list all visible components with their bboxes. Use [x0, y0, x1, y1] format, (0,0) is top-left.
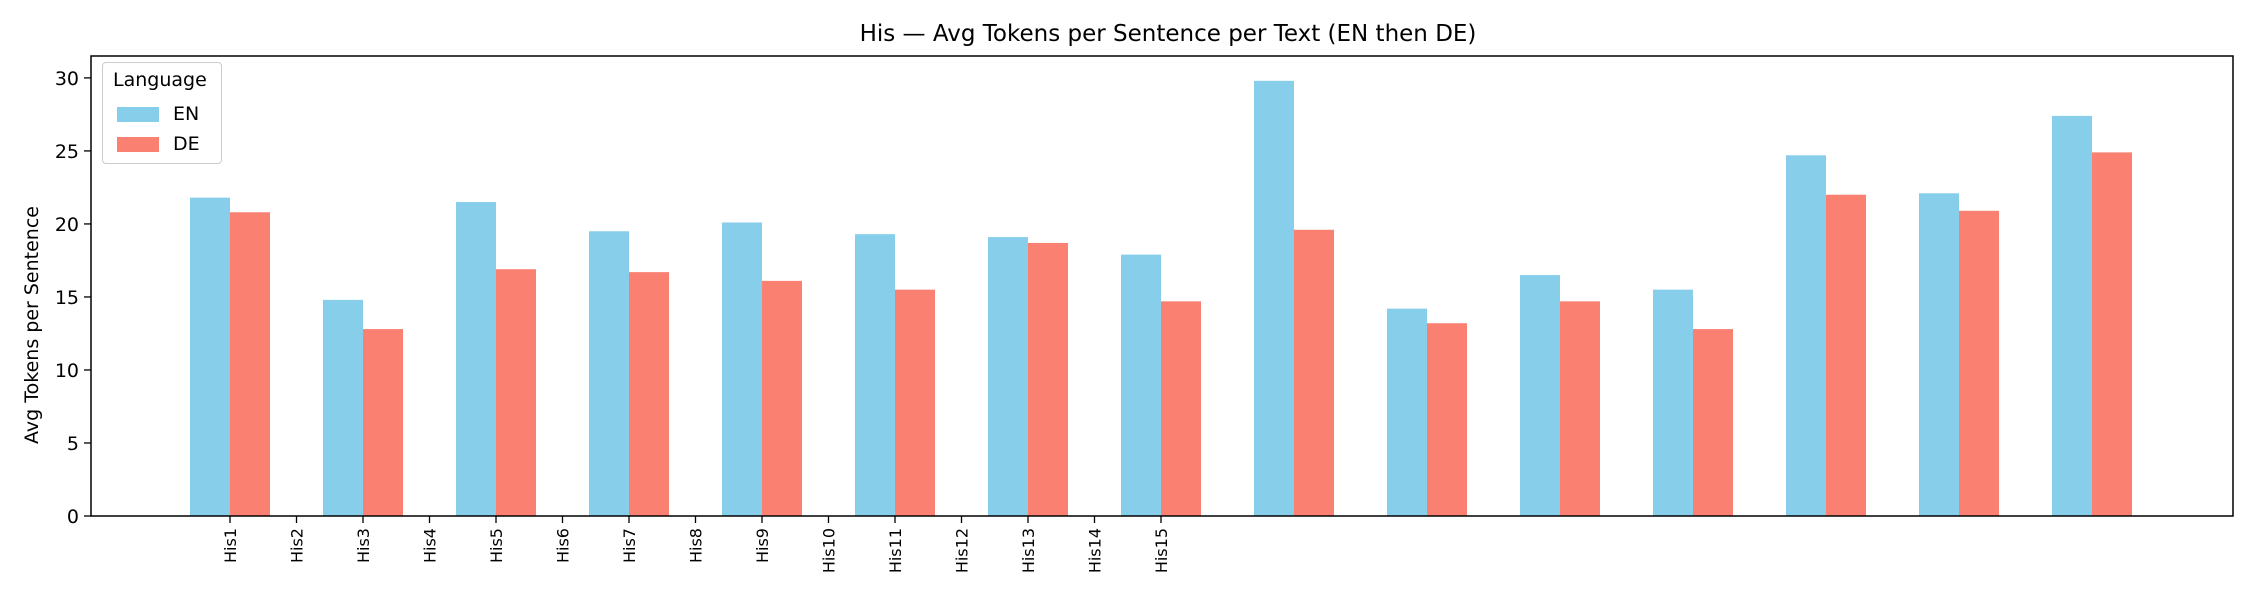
x-tick-label: His5: [487, 528, 506, 563]
x-tick-label: His9: [753, 528, 772, 563]
bar-de-1: [230, 212, 270, 516]
x-tick-label: His2: [288, 528, 307, 563]
y-tick-label: 0: [67, 506, 79, 528]
bar-de-11: [1560, 301, 1600, 516]
x-tick-label: His15: [1152, 528, 1171, 573]
bar-en-1: [190, 197, 230, 516]
legend-swatch-en: [117, 106, 159, 122]
bar-en-13: [1786, 155, 1826, 517]
y-tick-label: 10: [55, 360, 79, 382]
x-tick-label: His11: [886, 528, 905, 573]
x-tick-label: His14: [1086, 528, 1105, 573]
y-tick-label: 20: [55, 214, 79, 236]
bar-de-12: [1693, 329, 1733, 516]
bar-de-4: [629, 272, 669, 516]
bar-en-10: [1387, 308, 1427, 516]
bar-de-15: [2092, 152, 2132, 516]
bar-en-5: [722, 222, 762, 516]
legend-label-de: DE: [173, 133, 200, 155]
x-tick-label: His1: [221, 528, 240, 563]
bar-en-9: [1254, 80, 1294, 517]
legend-title: Language: [113, 69, 207, 91]
legend-swatch-de: [117, 136, 159, 152]
y-tick-label: 25: [55, 141, 79, 163]
bar-en-11: [1520, 275, 1560, 516]
bar-en-15: [2052, 115, 2092, 516]
bar-en-4: [589, 231, 629, 516]
x-tick-label: His6: [554, 528, 573, 563]
y-tick-label: 30: [55, 68, 79, 90]
x-tick-label: His8: [687, 528, 706, 563]
bar-de-3: [496, 269, 536, 516]
x-tick-label: His4: [421, 528, 440, 563]
chart-title: His — Avg Tokens per Sentence per Text (…: [860, 21, 1477, 47]
bar-en-2: [323, 299, 363, 516]
bar-de-9: [1294, 229, 1334, 516]
bars-group: [190, 80, 2132, 517]
bar-en-6: [855, 234, 895, 516]
y-tick-label: 15: [55, 287, 79, 309]
y-tick-label: 5: [67, 433, 79, 455]
bar-de-14: [1959, 210, 1999, 517]
legend-entry-de: DE: [117, 133, 200, 155]
bar-de-2: [363, 329, 403, 516]
x-tick-label: His7: [620, 528, 639, 563]
bar-en-3: [456, 202, 496, 517]
bar-en-7: [988, 237, 1028, 517]
legend-entry-en: EN: [117, 103, 199, 125]
y-axis-label: Avg Tokens per Sentence: [21, 206, 43, 444]
bar-en-12: [1653, 289, 1693, 516]
x-tick-label: His12: [953, 528, 972, 573]
plot-frame: [90, 55, 2234, 517]
x-tick-label: His10: [820, 528, 839, 573]
y-ticks-group: 0 5 10 15 20 25 30: [55, 68, 91, 528]
bar-de-5: [762, 280, 802, 516]
legend: Language EN DE: [102, 62, 222, 164]
bar-de-6: [895, 289, 935, 516]
x-tick-label: His3: [354, 528, 373, 563]
x-ticks-group: His1 His2 His3 His4 His5 His6 His7 His8 His9 His1…: [221, 516, 1171, 573]
x-tick-label: His13: [1019, 528, 1038, 573]
legend-label-en: EN: [173, 103, 200, 125]
bar-en-8: [1121, 254, 1161, 516]
bar-de-13: [1826, 194, 1866, 516]
bar-de-8: [1161, 301, 1201, 516]
bar-de-7: [1028, 242, 1068, 516]
bar-en-14: [1919, 193, 1959, 516]
bar-de-10: [1427, 323, 1467, 516]
